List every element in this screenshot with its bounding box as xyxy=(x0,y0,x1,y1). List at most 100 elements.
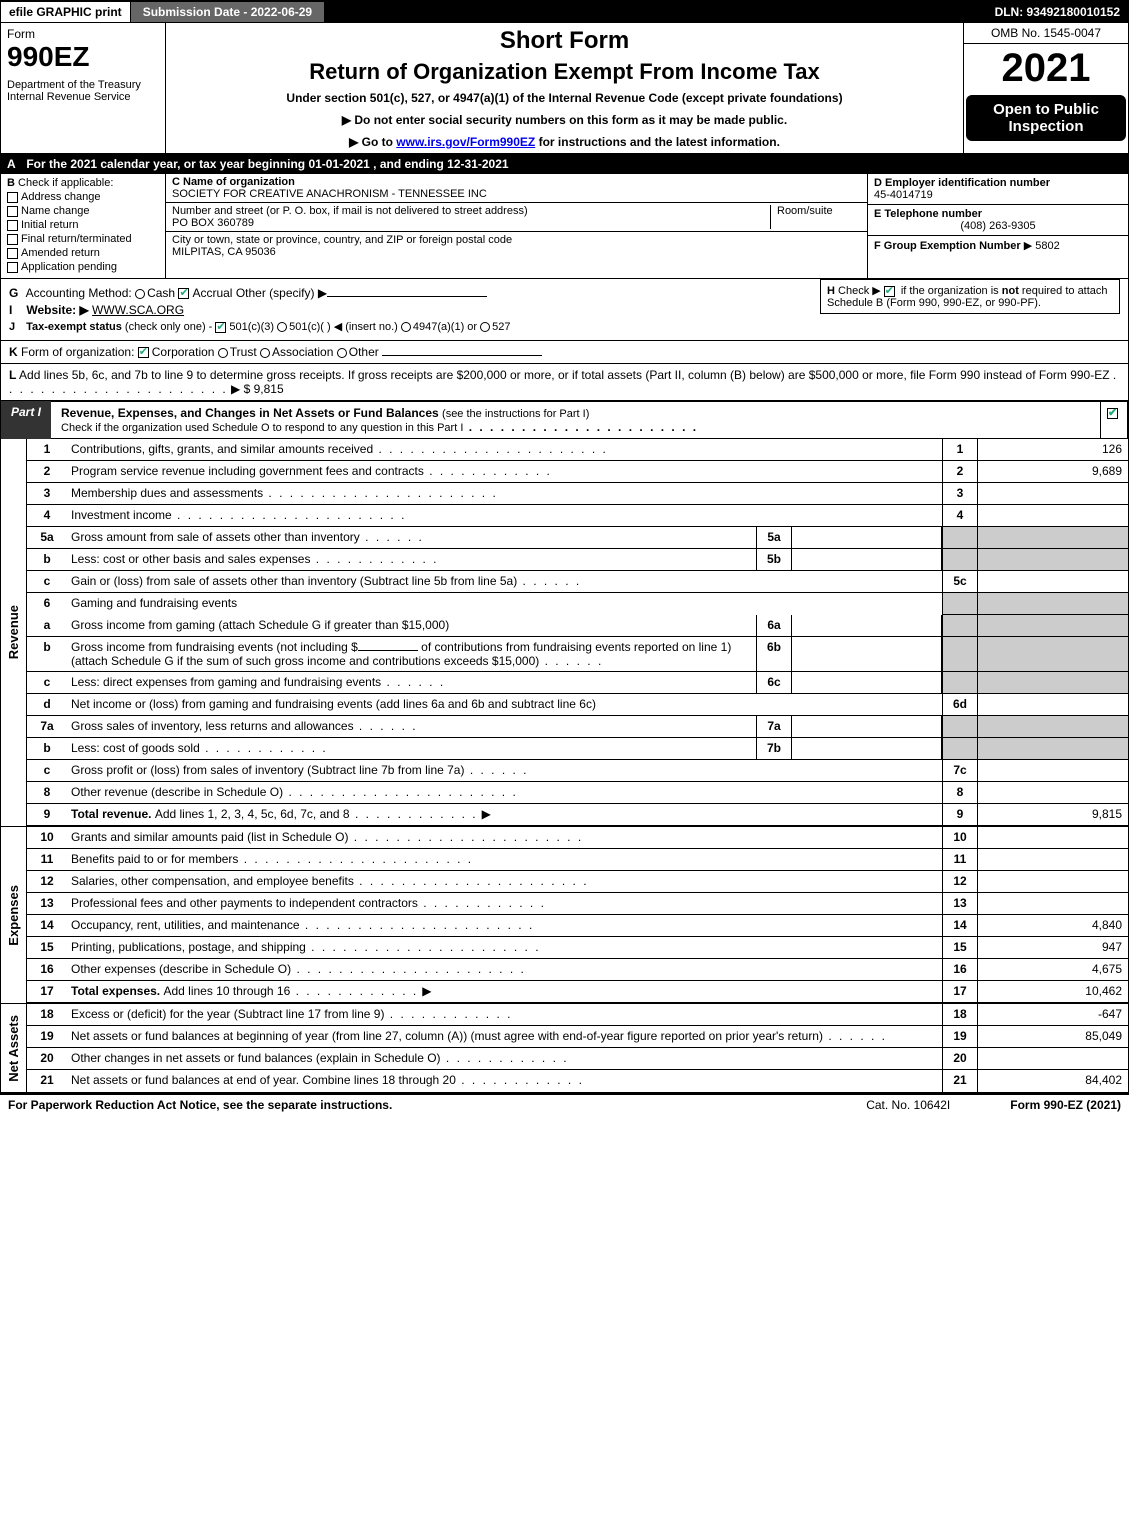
line-7c: cGross profit or (loss) from sales of in… xyxy=(27,760,1128,782)
line-11: 11Benefits paid to or for members11 xyxy=(27,849,1128,871)
e-label: E Telephone number xyxy=(874,208,1122,220)
line-7b: bLess: cost of goods sold 7b xyxy=(27,738,1128,760)
line-17-value: 10,462 xyxy=(978,981,1128,1002)
h-not: not xyxy=(1002,285,1019,297)
b-item-3: Final return/terminated xyxy=(21,233,132,245)
header-right: OMB No. 1545-0047 2021 Open to Public In… xyxy=(963,23,1128,153)
part-1-title-text: Revenue, Expenses, and Changes in Net As… xyxy=(61,406,439,420)
expenses-tab: Expenses xyxy=(1,827,27,1003)
radio-527[interactable] xyxy=(480,322,490,332)
checkbox-application-pending[interactable] xyxy=(7,262,18,273)
dln-label: DLN: 93492180010152 xyxy=(987,2,1128,22)
j-note: (check only one) - xyxy=(125,321,212,333)
line-8: 8Other revenue (describe in Schedule O) … xyxy=(27,782,1128,804)
part-1-tag: Part I xyxy=(1,401,51,439)
instr2-pre: ▶ Go to xyxy=(349,135,396,149)
k-trust: Trust xyxy=(230,345,257,359)
form-header: Form 990EZ Department of the Treasury In… xyxy=(1,23,1128,154)
irs-link[interactable]: www.irs.gov/Form990EZ xyxy=(396,135,535,149)
line-6d: dNet income or (loss) from gaming and fu… xyxy=(27,694,1128,716)
line-6d-value xyxy=(978,694,1128,715)
revenue-section: Revenue 1Contributions, gifts, grants, a… xyxy=(1,439,1128,827)
line-2: 2Program service revenue including gover… xyxy=(27,461,1128,483)
g-other-input[interactable] xyxy=(327,296,487,297)
instruction-2: ▶ Go to www.irs.gov/Form990EZ for instru… xyxy=(174,135,955,149)
checkbox-address-change[interactable] xyxy=(7,192,18,203)
line-6c: cLess: direct expenses from gaming and f… xyxy=(27,672,1128,694)
ein-value: 45-4014719 xyxy=(874,189,1122,201)
checkbox-schedule-o[interactable] xyxy=(1107,408,1118,419)
letter-b: B xyxy=(7,177,15,189)
group-exemption-value: ▶ 5802 xyxy=(1024,240,1060,252)
checkbox-h[interactable] xyxy=(884,286,895,297)
section-def: D Employer identification number 45-4014… xyxy=(868,174,1128,278)
b-item-4: Amended return xyxy=(21,247,100,259)
radio-trust[interactable] xyxy=(218,348,228,358)
line-5a: 5aGross amount from sale of assets other… xyxy=(27,527,1128,549)
line-21-value: 84,402 xyxy=(978,1070,1128,1092)
k-label: Form of organization: xyxy=(21,345,134,359)
net-assets-tab: Net Assets xyxy=(1,1004,27,1092)
section-l: L Add lines 5b, 6c, and 7b to line 9 to … xyxy=(1,364,1128,401)
k-other-input[interactable] xyxy=(382,355,542,356)
part-1-check: Check if the organization used Schedule … xyxy=(61,422,463,434)
radio-other[interactable] xyxy=(337,348,347,358)
form-title: Return of Organization Exempt From Incom… xyxy=(174,59,955,85)
line-14: 14Occupancy, rent, utilities, and mainte… xyxy=(27,915,1128,937)
checkbox-final-return[interactable] xyxy=(7,234,18,245)
line-13: 13Professional fees and other payments t… xyxy=(27,893,1128,915)
checkbox-501c3[interactable] xyxy=(215,322,226,333)
checkbox-amended-return[interactable] xyxy=(7,248,18,259)
short-form-title: Short Form xyxy=(174,27,955,55)
d-label: D Employer identification number xyxy=(874,177,1122,189)
b-item-2: Initial return xyxy=(21,219,78,231)
h-text1: Check ▶ xyxy=(838,285,881,297)
section-bcdef: B Check if applicable: Address change Na… xyxy=(1,174,1128,279)
line-7c-value xyxy=(978,760,1128,781)
j-label: Tax-exempt status xyxy=(26,321,122,333)
checkbox-corporation[interactable] xyxy=(138,347,149,358)
section-k: K Form of organization: Corporation Trus… xyxy=(1,341,1128,364)
line-4-value xyxy=(978,505,1128,526)
checkbox-initial-return[interactable] xyxy=(7,220,18,231)
line-6b: bGross income from fundraising events (n… xyxy=(27,637,1128,672)
website-value[interactable]: WWW.SCA.ORG xyxy=(92,303,184,317)
top-bar: efile GRAPHIC print Submission Date - 20… xyxy=(1,1,1128,23)
checkbox-accrual[interactable] xyxy=(178,288,189,299)
line-14-value: 4,840 xyxy=(978,915,1128,936)
line-16: 16Other expenses (describe in Schedule O… xyxy=(27,959,1128,981)
radio-501c[interactable] xyxy=(277,322,287,332)
pra-notice: For Paperwork Reduction Act Notice, see … xyxy=(8,1098,392,1112)
b-item-1: Name change xyxy=(21,205,90,217)
line-9: 9Total revenue. Add lines 1, 2, 3, 4, 5c… xyxy=(27,804,1128,826)
radio-cash[interactable] xyxy=(135,289,145,299)
revenue-tab: Revenue xyxy=(1,439,27,826)
radio-association[interactable] xyxy=(260,348,270,358)
org-street: PO BOX 360789 xyxy=(172,217,764,229)
k-assoc: Association xyxy=(272,345,333,359)
line-4: 4Investment income 4 xyxy=(27,505,1128,527)
radio-4947[interactable] xyxy=(401,322,411,332)
header-left: Form 990EZ Department of the Treasury In… xyxy=(1,23,166,153)
section-h: H Check ▶ if the organization is not req… xyxy=(820,279,1120,314)
g-other: Other (specify) ▶ xyxy=(236,286,327,300)
line-1: 1Contributions, gifts, grants, and simil… xyxy=(27,439,1128,461)
instr2-post: for instructions and the latest informat… xyxy=(535,135,780,149)
submission-date: Submission Date - 2022-06-29 xyxy=(130,1,325,23)
section-c: C Name of organization SOCIETY FOR CREAT… xyxy=(166,174,868,278)
instruction-1: ▶ Do not enter social security numbers o… xyxy=(174,113,955,127)
line-3: 3Membership dues and assessments 3 xyxy=(27,483,1128,505)
efile-label[interactable]: efile GRAPHIC print xyxy=(1,2,130,22)
k-corp: Corporation xyxy=(152,345,215,359)
org-name: SOCIETY FOR CREATIVE ANACHRONISM - TENNE… xyxy=(172,188,861,200)
line-15: 15Printing, publications, postage, and s… xyxy=(27,937,1128,959)
g-cash: Cash xyxy=(147,286,175,300)
line-5b: bLess: cost or other basis and sales exp… xyxy=(27,549,1128,571)
checkbox-name-change[interactable] xyxy=(7,206,18,217)
g-label: Accounting Method: xyxy=(26,286,132,300)
line-17: 17Total expenses. Add lines 10 through 1… xyxy=(27,981,1128,1003)
line-5c-value xyxy=(978,571,1128,592)
form-container: efile GRAPHIC print Submission Date - 20… xyxy=(0,0,1129,1095)
phone-value: (408) 263-9305 xyxy=(874,220,1122,232)
line-15-value: 947 xyxy=(978,937,1128,958)
